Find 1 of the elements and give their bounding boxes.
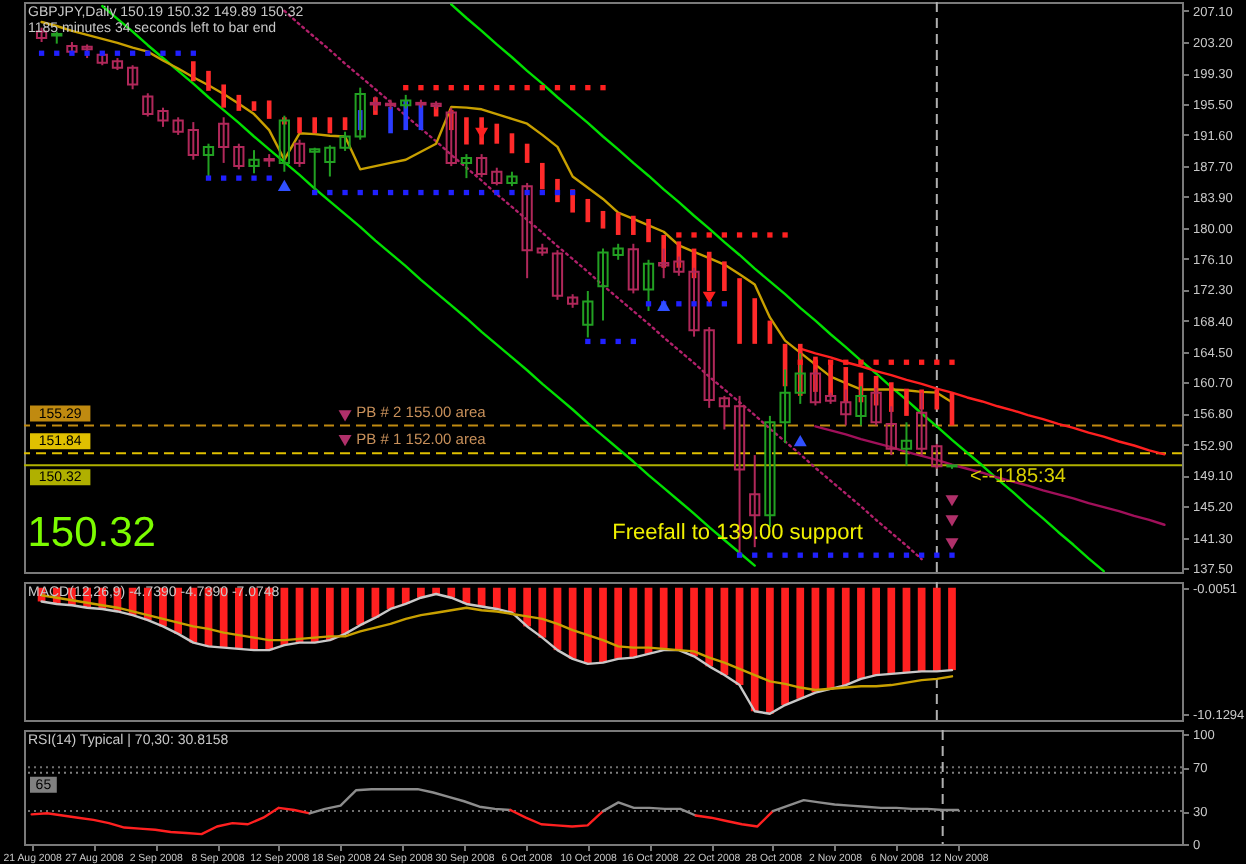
annotation: 150.32 [27, 510, 156, 557]
